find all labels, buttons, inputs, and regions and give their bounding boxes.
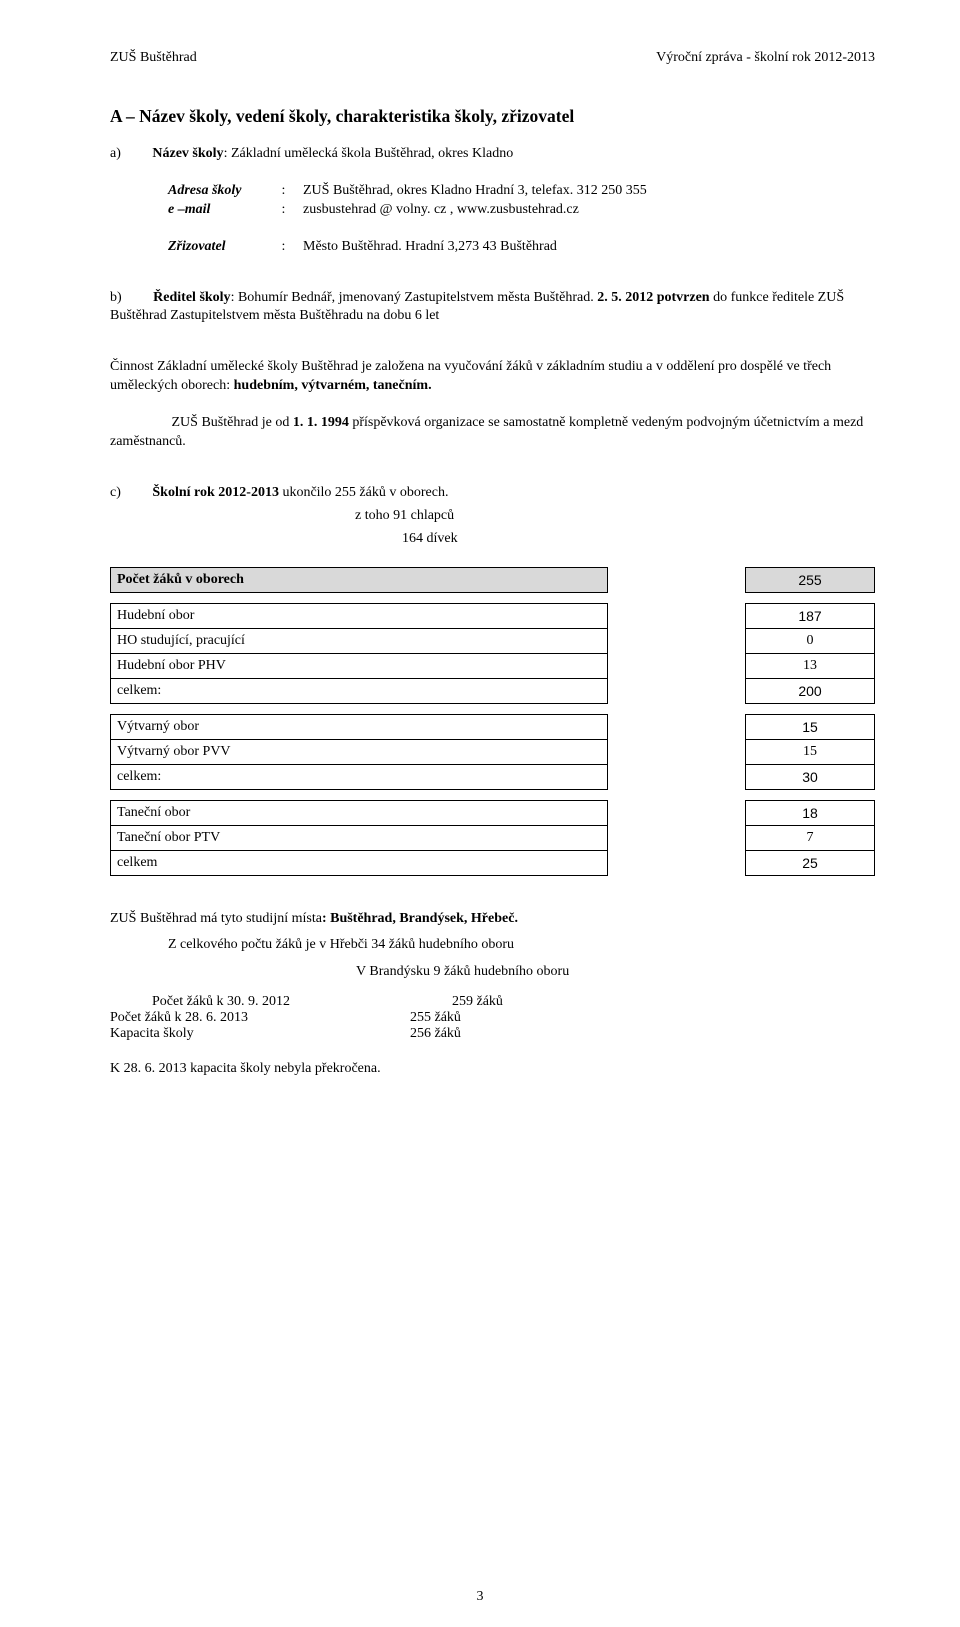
c-label: Školní rok 2012-2013 <box>152 485 279 500</box>
b-prefix: b) <box>110 290 122 305</box>
item-c: c) Školní rok 2012-2013 ukončilo 255 žák… <box>110 484 875 503</box>
item-a: a) Název školy: Základní umělecká škola … <box>110 145 875 164</box>
table-row: Hudební obor <box>111 603 608 628</box>
table-total-left: celkem: <box>111 764 608 789</box>
para-cinnost-1: Činnost Základní umělecké školy Buštěhra… <box>110 359 831 393</box>
para-cinnost-2: hudebním, výtvarném, tanečním. <box>234 378 432 393</box>
email-sep: : <box>282 201 300 220</box>
table-row: Výtvarný obor <box>111 714 608 739</box>
email-label: e –mail <box>168 201 278 220</box>
c-ztoho: z toho 91 chlapců <box>355 507 875 526</box>
bottom-line2: Z celkového počtu žáků je v Hřebči 34 žá… <box>168 936 875 955</box>
table-row: 15 <box>746 739 875 764</box>
table-group-3: Taneční obor Taneční obor PTV celkem 18 … <box>110 800 875 876</box>
bottom-line3: V Brandýsku 9 žáků hudebního oboru <box>356 963 875 982</box>
table-group-1: Hudební obor HO studující, pracující Hud… <box>110 603 875 704</box>
para-zus-bold: 1. 1. 1994 <box>293 415 349 430</box>
b-value2: 2. 5. 2012 potvrzen <box>597 290 709 305</box>
r3b: 256 žáků <box>410 1026 461 1042</box>
para-zus-prefix: ZUŠ Buštěhrad je od <box>172 415 293 430</box>
zriz-label: Zřizovatel <box>168 238 278 257</box>
table-row: Taneční obor PTV <box>111 825 608 850</box>
section-a-title: A – Název školy, vedení školy, charakter… <box>110 106 875 127</box>
email-value: zusbustehrad @ volny. cz , www.zusbusteh… <box>303 202 579 217</box>
table-row: Hudební obor PHV <box>111 653 608 678</box>
table-group-2: Výtvarný obor Výtvarný obor PVV celkem: … <box>110 714 875 790</box>
counts-block: Počet žáků k 30. 9. 2012 259 žáků Počet … <box>110 994 875 1042</box>
table-total-left: celkem: <box>111 678 608 703</box>
table-total-right: 30 <box>746 764 875 789</box>
r2a: Počet žáků k 28. 6. 2013 <box>110 1010 410 1026</box>
table-row: 15 <box>746 714 875 739</box>
page-header: ZUŠ Buštěhrad Výroční zpráva - školní ro… <box>110 50 875 66</box>
table-total-right: 200 <box>746 678 875 703</box>
table-row: 13 <box>746 653 875 678</box>
a-value: : Základní umělecká škola Buštěhrad, okr… <box>224 146 514 161</box>
r1b: 259 žáků <box>452 994 503 1010</box>
tbl-hdr-right: 255 <box>746 567 875 592</box>
header-right: Výroční zpráva - školní rok 2012-2013 <box>656 50 875 66</box>
table-row: 0 <box>746 628 875 653</box>
adresa-label: Adresa školy <box>168 182 278 201</box>
page-number: 3 <box>0 1589 960 1605</box>
table-row: Výtvarný obor PVV <box>111 739 608 764</box>
b-label: Ředitel školy <box>153 290 230 305</box>
table-row: 187 <box>746 603 875 628</box>
r2b: 255 žáků <box>410 1010 461 1026</box>
r1a: Počet žáků k 30. 9. 2012 <box>110 994 452 1010</box>
table-row: 18 <box>746 800 875 825</box>
zriz-value: Město Buštěhrad. Hradní 3,273 43 Buštěhr… <box>303 239 557 254</box>
para-cinnost: Činnost Základní umělecké školy Buštěhra… <box>110 358 875 396</box>
adresa-sep: : <box>282 182 300 201</box>
r3a: Kapacita školy <box>110 1026 410 1042</box>
adresa-value: ZUŠ Buštěhrad, okres Kladno Hradní 3, te… <box>303 183 647 198</box>
header-left: ZUŠ Buštěhrad <box>110 50 197 66</box>
c-prefix: c) <box>110 485 121 500</box>
item-b: b) Ředitel školy: Bohumír Bednář, jmenov… <box>110 289 875 327</box>
c-after: ukončilo 255 žáků v oborech. <box>279 485 449 500</box>
bottom-last: K 28. 6. 2013 kapacita školy nebyla přek… <box>110 1060 875 1079</box>
table-row: HO studující, pracující <box>111 628 608 653</box>
bottom-line1-b: : Buštěhrad, Brandýsek, Hřebeč. <box>322 911 518 926</box>
table-total-left: celkem <box>111 850 608 875</box>
para-zus: ZUŠ Buštěhrad je od 1. 1. 1994 příspěvko… <box>110 414 875 452</box>
table-row: Taneční obor <box>111 800 608 825</box>
a-label: Název školy <box>152 146 223 161</box>
table-total-right: 25 <box>746 850 875 875</box>
zriz-sep: : <box>282 238 300 257</box>
tbl-hdr-left: Počet žáků v oborech <box>111 567 608 592</box>
b-value1: : Bohumír Bednář, jmenovaný Zastupitelst… <box>231 290 598 305</box>
c-divek: 164 dívek <box>402 530 875 549</box>
table-header-row: Počet žáků v oborech 255 <box>110 567 875 593</box>
table-row: 7 <box>746 825 875 850</box>
school-details: Adresa školy : ZUŠ Buštěhrad, okres Klad… <box>168 182 875 257</box>
bottom-line1: ZUŠ Buštěhrad má tyto studijní místa: Bu… <box>110 910 875 929</box>
bottom-line1-a: ZUŠ Buštěhrad má tyto studijní místa <box>110 911 322 926</box>
a-prefix: a) <box>110 146 121 161</box>
